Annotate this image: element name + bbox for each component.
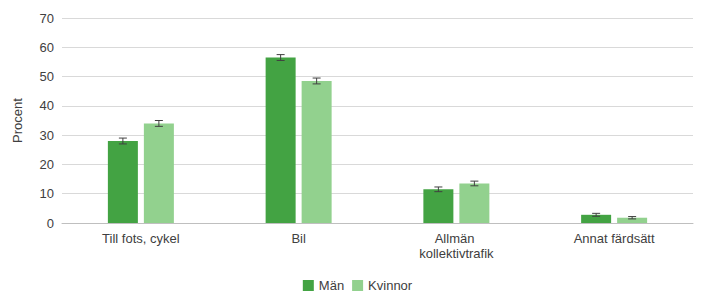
svg-text:Procent: Procent [10,98,25,143]
svg-text:20: 20 [40,157,54,172]
svg-text:50: 50 [40,69,54,84]
svg-text:Kvinnor: Kvinnor [368,278,413,293]
svg-text:Bil: Bil [291,231,306,246]
svg-text:70: 70 [40,11,54,26]
svg-text:kollektivtrafik: kollektivtrafik [419,246,494,261]
svg-text:30: 30 [40,128,54,143]
svg-text:Allmän: Allmän [435,231,478,246]
svg-text:0: 0 [47,216,54,231]
svg-text:40: 40 [40,98,54,113]
svg-text:60: 60 [40,40,54,55]
svg-text:Män: Män [319,278,344,293]
svg-text:10: 10 [40,186,54,201]
svg-text:Till fots, cykel: Till fots, cykel [102,231,180,246]
svg-text:Annat färdsätt: Annat färdsätt [574,231,655,246]
